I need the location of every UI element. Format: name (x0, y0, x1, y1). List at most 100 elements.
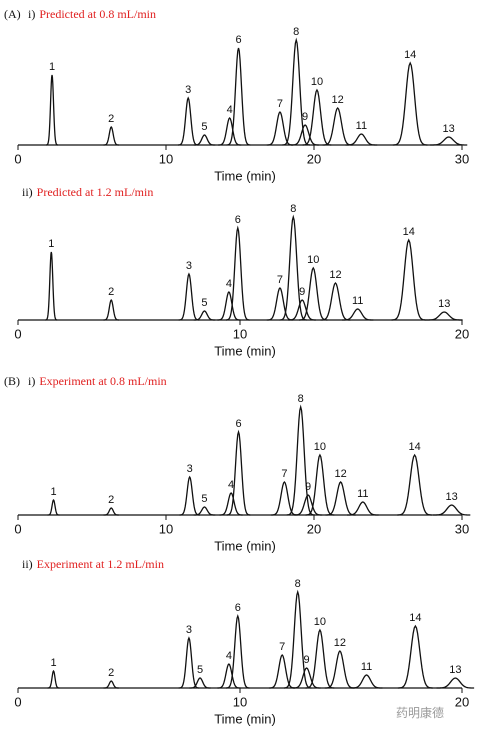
title-prefix: i) (28, 374, 35, 388)
peak-label: 5 (201, 121, 207, 133)
peak (286, 404, 315, 516)
peak-label: 5 (201, 493, 207, 505)
panel-label: (A) (4, 7, 21, 21)
peak (283, 589, 312, 689)
peak-label: 1 (50, 486, 56, 498)
peak-label: 2 (108, 113, 114, 125)
peak (432, 504, 471, 516)
peak (347, 501, 379, 516)
peak (226, 429, 251, 516)
peak-label: 9 (299, 286, 305, 298)
peak (103, 298, 120, 321)
x-tick-label: 10 (233, 694, 247, 709)
peak (392, 61, 428, 146)
peak-label: 8 (293, 26, 299, 38)
peak (298, 266, 328, 321)
peak (397, 624, 433, 689)
x-axis-title: Time (min) (214, 711, 276, 726)
peak-label: 5 (197, 664, 203, 676)
peak (271, 480, 298, 516)
peak-label: 2 (108, 494, 114, 506)
peak (266, 286, 294, 321)
peak-label: 8 (295, 578, 301, 590)
peak-label: 13 (446, 491, 458, 503)
peak-label: 4 (227, 104, 233, 116)
peak-label: 1 (48, 238, 54, 250)
x-tick-label: 20 (307, 151, 321, 166)
peak-label: 8 (298, 393, 304, 405)
peak-label: 12 (332, 94, 344, 106)
x-tick-label: 0 (14, 151, 21, 166)
peak-label: 2 (108, 667, 114, 679)
peak (225, 225, 250, 321)
peak (268, 653, 296, 689)
peak-label: 12 (329, 269, 341, 281)
peak-label: 13 (443, 123, 455, 135)
peak-label: 6 (235, 418, 241, 430)
peak-label: 10 (314, 441, 326, 453)
peak-label: 14 (409, 441, 421, 453)
peak (397, 453, 433, 516)
peak-label: 11 (356, 120, 367, 132)
title-prefix: ii) (22, 185, 33, 199)
x-tick-label: 30 (455, 151, 469, 166)
peak (305, 453, 335, 516)
peak (103, 507, 120, 516)
peak (325, 481, 356, 516)
peak (322, 106, 353, 146)
peak-label: 7 (277, 98, 283, 110)
peak-label: 6 (235, 34, 241, 46)
peak (177, 96, 199, 146)
peak (320, 281, 351, 321)
peak-label: 7 (277, 274, 283, 286)
peak-label: 11 (357, 488, 368, 500)
x-tick-label: 20 (307, 521, 321, 536)
peak (282, 37, 310, 146)
peak-label: 9 (304, 654, 310, 666)
peak (193, 310, 216, 321)
peak (103, 680, 120, 689)
peak (47, 669, 60, 689)
peak (47, 498, 60, 516)
peak (193, 506, 216, 516)
peak (279, 214, 307, 321)
peak (226, 47, 251, 146)
peak-label: 4 (226, 278, 232, 290)
peak (219, 492, 243, 516)
peak (103, 126, 120, 146)
peak (324, 649, 356, 689)
peak (391, 238, 427, 321)
peak (436, 677, 475, 689)
peak (350, 674, 383, 689)
peak-label: 14 (403, 226, 415, 238)
peak-label: 3 (185, 84, 191, 96)
peak (46, 74, 58, 146)
peak (217, 663, 241, 689)
peak-label: 3 (186, 624, 192, 636)
peak-label: 4 (226, 650, 232, 662)
peak-label: 1 (50, 657, 56, 669)
peak (225, 613, 250, 689)
panel-title: Predicted at 0.8 mL/min (39, 7, 156, 21)
peak-label: 7 (281, 468, 287, 480)
peak-label: 8 (290, 203, 296, 215)
peak (218, 117, 242, 146)
peak-label: 4 (228, 479, 234, 491)
peak (292, 667, 321, 689)
peak (179, 475, 200, 516)
x-tick-label: 0 (14, 521, 21, 536)
peak-label: 9 (302, 111, 308, 123)
peak (305, 628, 335, 689)
peak (288, 299, 317, 321)
x-axis-title: Time (min) (214, 343, 276, 358)
peak (178, 272, 200, 321)
peak (302, 88, 332, 146)
peak (266, 110, 294, 146)
peak (293, 494, 323, 516)
peak-label: 14 (404, 49, 416, 61)
peak-label: 12 (335, 468, 347, 480)
peak (189, 677, 211, 689)
x-tick-label: 10 (159, 521, 173, 536)
x-axis-title: Time (min) (214, 538, 276, 553)
